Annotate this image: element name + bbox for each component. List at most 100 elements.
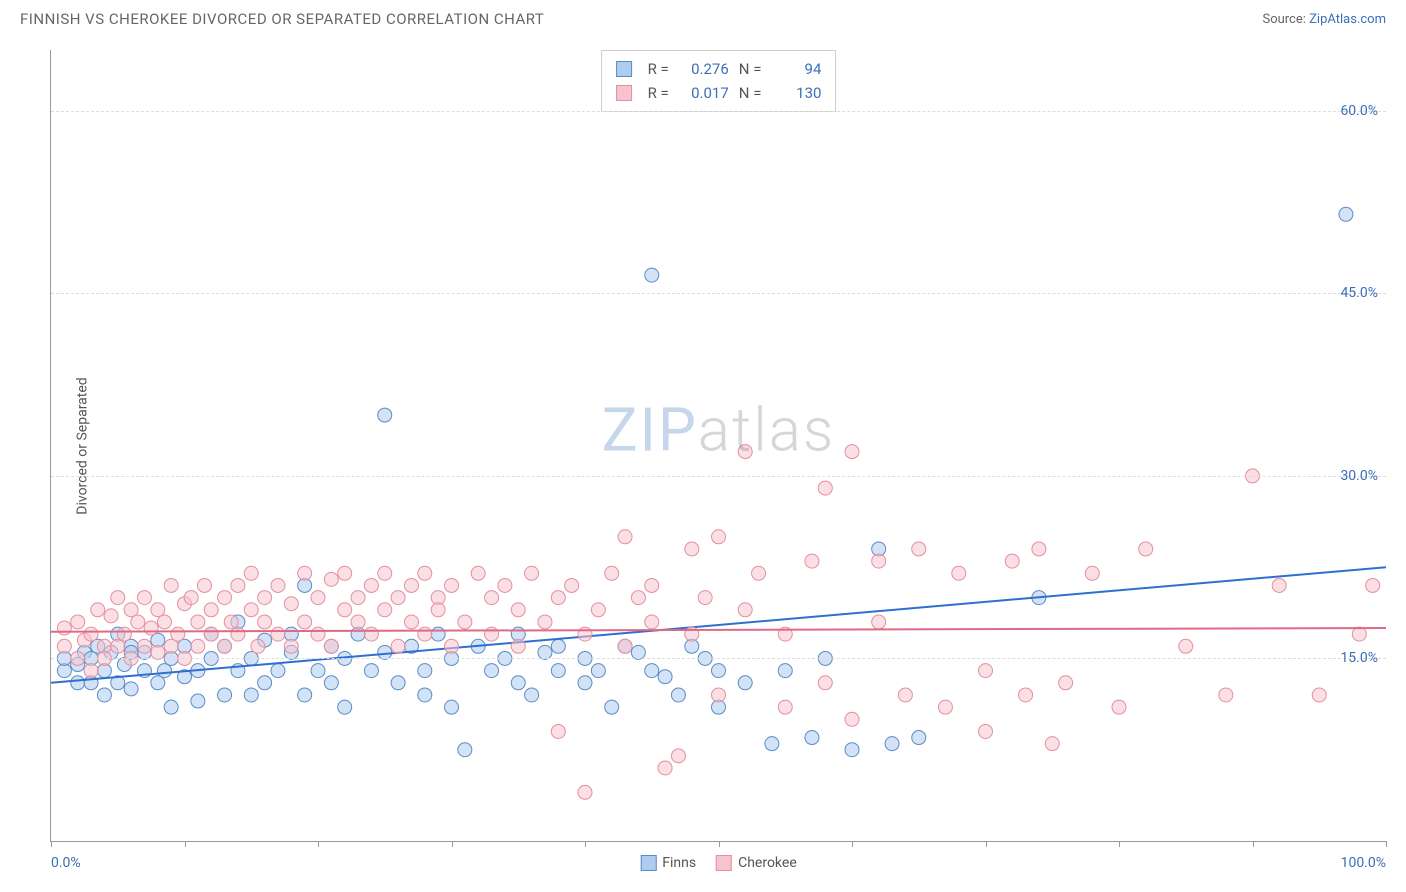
data-point [184,591,198,605]
data-point [485,664,499,678]
data-point [71,615,85,629]
data-point [378,408,392,422]
legend-swatch [716,855,732,871]
data-point [1272,578,1286,592]
data-point [538,615,552,629]
data-point [324,676,338,690]
data-point [618,639,632,653]
y-tick-label: 45.0% [1340,285,1378,301]
data-point [204,627,218,641]
x-axis-min-label: 0.0% [51,855,81,871]
data-point [885,737,899,751]
data-point [618,530,632,544]
data-point [551,724,565,738]
data-point [231,578,245,592]
regression-line [51,628,1386,632]
data-point [418,627,432,641]
data-point [645,578,659,592]
data-point [1366,578,1380,592]
series-legend: Finns Cherokee [640,855,797,871]
data-point [338,700,352,714]
n-label: N = [739,81,762,105]
data-point [1005,554,1019,568]
data-point [471,566,485,580]
n-value: 130 [771,81,821,105]
data-point [485,627,499,641]
data-point [872,554,886,568]
data-point [952,566,966,580]
data-point [979,724,993,738]
data-point [191,694,205,708]
data-point [1032,542,1046,556]
data-point [191,639,205,653]
legend-item: Cherokee [716,855,797,871]
data-point [511,676,525,690]
source-link[interactable]: ZipAtlas.com [1309,12,1386,27]
data-point [151,645,165,659]
data-point [271,578,285,592]
x-axis-max-label: 100.0% [1341,855,1386,871]
data-point [298,566,312,580]
data-point [271,627,285,641]
data-point [338,566,352,580]
data-point [738,676,752,690]
data-point [605,566,619,580]
legend-label: Finns [662,855,696,871]
data-point [698,591,712,605]
data-point [485,591,499,605]
data-point [71,676,85,690]
data-point [565,578,579,592]
data-point [685,542,699,556]
chart-area: ZIPatlas R =0.276N =94R =0.017N =130 0.0… [50,50,1386,842]
data-point [845,445,859,459]
r-label: R = [648,57,669,81]
source-label: Source: ZipAtlas.com [1262,12,1386,27]
data-point [458,743,472,757]
data-point [645,664,659,678]
y-tick-label: 30.0% [1340,468,1378,484]
data-point [258,676,272,690]
data-point [671,688,685,702]
data-point [418,566,432,580]
data-point [144,621,158,635]
data-point [1352,627,1366,641]
data-point [1219,688,1233,702]
data-point [418,664,432,678]
data-point [591,664,605,678]
data-point [298,688,312,702]
data-point [311,627,325,641]
data-point [631,591,645,605]
n-label: N = [739,57,762,81]
data-point [251,639,265,653]
data-point [458,615,472,629]
data-point [538,645,552,659]
data-point [431,627,445,641]
data-point [738,445,752,459]
data-point [111,591,125,605]
stats-row: R =0.276N =94 [616,57,822,81]
data-point [298,615,312,629]
data-point [551,639,565,653]
data-point [244,603,258,617]
data-point [445,639,459,653]
source-prefix: Source: [1262,12,1309,27]
data-point [198,578,212,592]
data-point [244,688,258,702]
data-point [351,615,365,629]
stats-row: R =0.017N =130 [616,81,822,105]
gridline [51,658,1386,659]
data-point [1339,207,1353,221]
data-point [418,688,432,702]
data-point [712,530,726,544]
data-point [284,597,298,611]
r-value: 0.276 [679,57,729,81]
data-point [218,688,232,702]
gridline [51,111,1386,112]
data-point [591,603,605,617]
data-point [324,572,338,586]
x-tick [51,841,52,847]
x-tick [1386,841,1387,847]
x-tick [185,841,186,847]
chart-title: FINNISH VS CHEROKEE DIVORCED OR SEPARATE… [20,10,544,28]
data-point [525,566,539,580]
